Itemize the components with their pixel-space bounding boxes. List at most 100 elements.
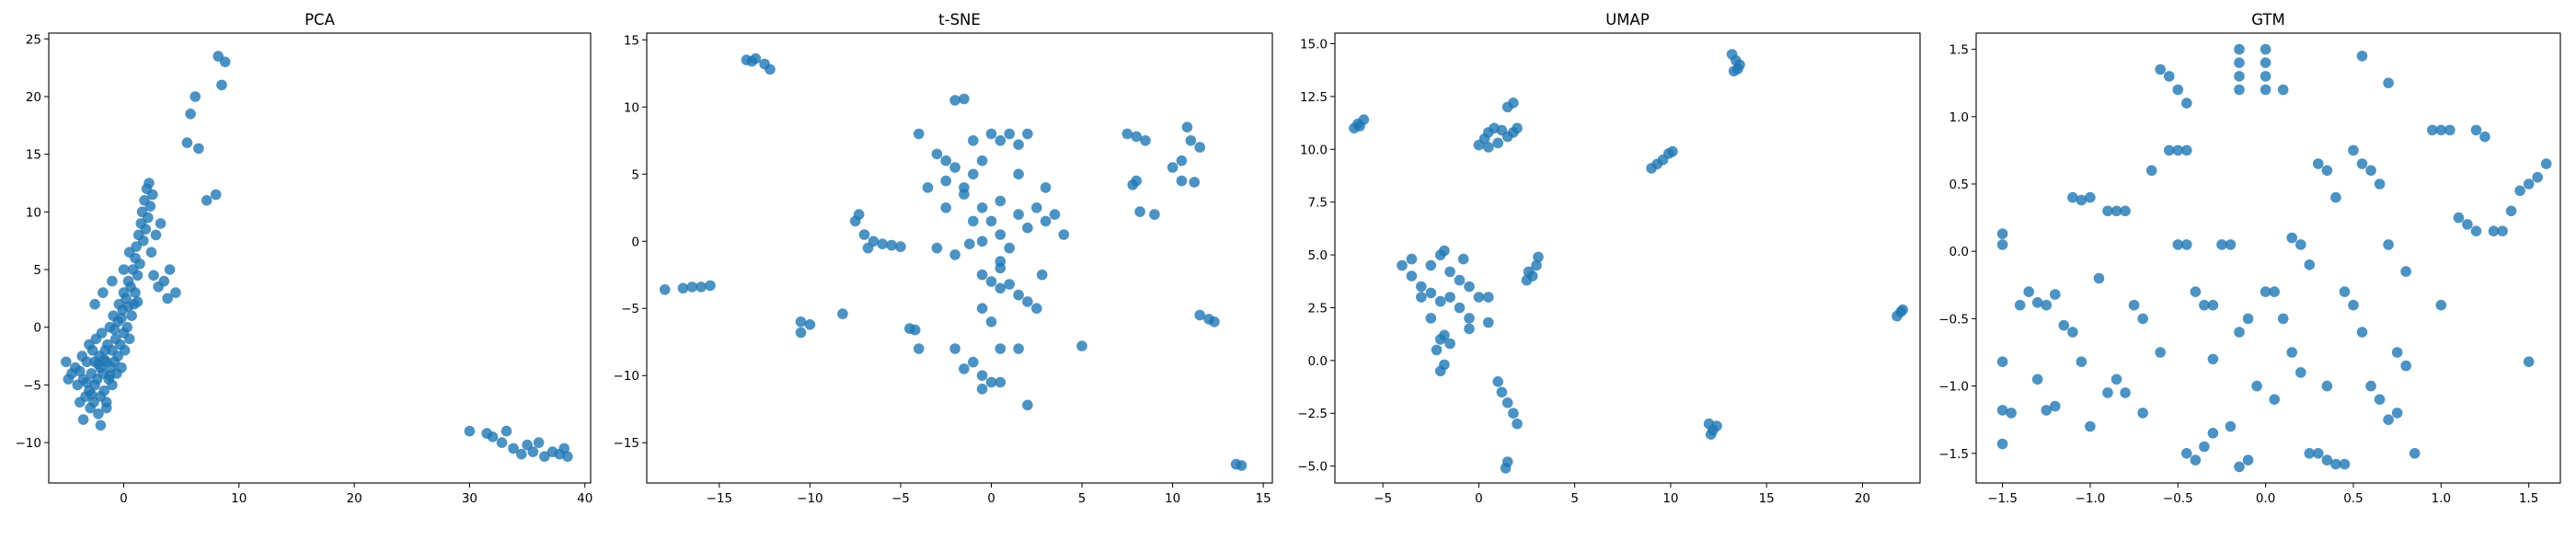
scatter-point — [976, 202, 988, 213]
scatter-point — [913, 343, 925, 354]
scatter-point — [2505, 205, 2517, 217]
scatter-point — [949, 162, 960, 173]
scatter-point — [464, 425, 476, 437]
y-tick-label: 15 — [26, 148, 41, 163]
scatter-point — [1705, 429, 1717, 441]
scatter-point — [100, 402, 112, 414]
scatter-point — [2067, 191, 2078, 203]
axes-frame — [48, 32, 592, 484]
scatter-point — [2242, 454, 2254, 466]
scatter-point — [1397, 259, 1408, 271]
scatter-point — [1512, 122, 1523, 134]
scatter-point — [2435, 124, 2447, 136]
y-tick-label: −5 — [621, 302, 639, 316]
scatter-point — [985, 276, 997, 287]
scatter-point — [985, 128, 997, 140]
scatter-point — [2225, 239, 2237, 250]
x-tick-label: 0 — [120, 491, 128, 506]
scatter-point — [995, 256, 1006, 267]
scatter-point — [1897, 304, 1908, 316]
scatter-point — [98, 287, 109, 298]
scatter-point — [2356, 51, 2368, 62]
scatter-point — [562, 451, 573, 463]
y-tick-label: 7.5 — [1308, 196, 1328, 211]
scatter-point — [2102, 205, 2113, 217]
y-tick-label: 12.5 — [1300, 90, 1328, 105]
scatter-point — [1734, 59, 1745, 71]
scatter-point — [2391, 347, 2403, 358]
x-tick-label: 1.5 — [2519, 491, 2538, 506]
scatter-point — [558, 443, 569, 454]
subplot-title: UMAP — [1605, 11, 1650, 29]
scatter-point — [1049, 209, 1061, 220]
scatter-point — [2523, 356, 2535, 368]
y-tick-label: 15.0 — [1300, 37, 1328, 52]
scatter-point — [170, 287, 181, 298]
scatter-point — [2453, 212, 2465, 224]
axes-frame — [646, 32, 1273, 484]
scatter-point — [795, 316, 807, 328]
scatter-point — [210, 189, 222, 201]
scatter-point — [2462, 219, 2473, 230]
scatter-point — [1444, 338, 1455, 350]
scatter-point — [1040, 182, 1052, 193]
scatter-point — [2199, 299, 2210, 311]
scatter-point — [2234, 461, 2245, 473]
scatter-point — [116, 362, 127, 374]
scatter-point — [2321, 165, 2333, 177]
scatter-point — [2269, 286, 2280, 297]
scatter-point — [2348, 144, 2359, 156]
scatter-point — [119, 345, 131, 356]
scatter-point — [877, 238, 888, 250]
scatter-points — [659, 52, 1248, 471]
scatter-point — [909, 324, 921, 336]
y-tick-label: −0.5 — [1938, 312, 1969, 327]
scatter-point — [804, 319, 816, 330]
scatter-point — [913, 128, 925, 140]
scatter-point — [2164, 144, 2175, 156]
scatter-point — [150, 229, 162, 241]
scatter-point — [1454, 302, 1466, 314]
scatter-point — [2304, 259, 2316, 270]
scatter-point — [2540, 158, 2552, 169]
scatter-point — [132, 296, 144, 307]
scatter-point — [2400, 266, 2411, 277]
scatter-point — [1189, 177, 1200, 188]
y-tick-label: −1.5 — [1938, 447, 1969, 462]
y-tick-label: 0.0 — [1308, 354, 1328, 369]
scatter-point — [765, 63, 776, 75]
scatter-point — [2348, 299, 2359, 311]
subplot-tsne: t-SNE −15 −10 −5 0 5 10 15 −15 −10 −5 0 5 10 15 — [614, 11, 1273, 506]
scatter-point — [130, 287, 141, 298]
scatter-point — [61, 356, 72, 368]
scatter-point — [976, 269, 988, 281]
scatter-point — [2409, 448, 2421, 459]
scatter-point — [2330, 458, 2341, 470]
scatter-point — [2041, 299, 2053, 311]
scatter-point — [2014, 299, 2026, 311]
scatter-point — [539, 451, 550, 463]
scatter-point — [2304, 448, 2316, 459]
scatter-point — [746, 55, 758, 67]
y-tick-label: 0.0 — [1949, 245, 1969, 259]
scatter-points — [61, 51, 573, 463]
scatter-point — [1127, 179, 1138, 190]
scatter-point — [2128, 299, 2140, 311]
scatter-point — [2269, 394, 2280, 406]
scatter-point — [2330, 191, 2341, 203]
scatter-point — [1711, 420, 1722, 431]
axes-frame — [1334, 32, 1921, 484]
scatter-point — [922, 182, 934, 193]
scatter-point — [2321, 380, 2333, 392]
scatter-point — [2110, 374, 2122, 385]
scatter-point — [1176, 155, 1188, 167]
subplot-title: t-SNE — [938, 11, 981, 29]
scatter-point — [487, 431, 499, 443]
scatter-point — [2190, 286, 2202, 297]
scatter-point — [1996, 438, 2008, 450]
scatter-point — [1013, 168, 1024, 180]
scatter-point — [2102, 387, 2113, 398]
scatter-point — [2383, 414, 2394, 426]
scatter-point — [2181, 144, 2192, 156]
scatter-point — [219, 56, 231, 68]
